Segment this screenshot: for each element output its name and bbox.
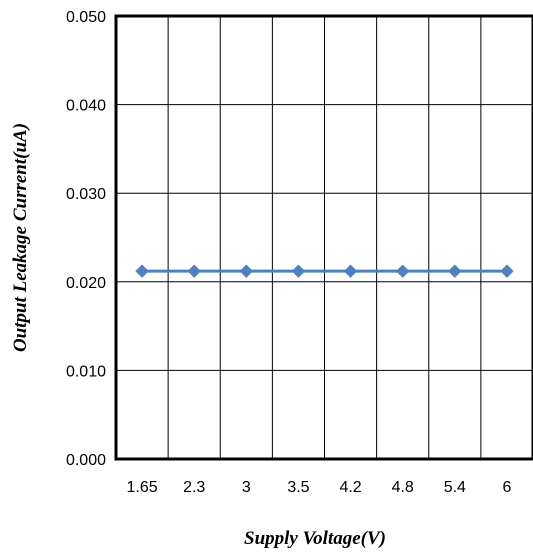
y-tick-label: 0.050 <box>66 9 106 26</box>
x-tick-label: 1.65 <box>126 479 157 496</box>
y-tick-label: 0.040 <box>66 98 106 115</box>
data-point-marker <box>187 264 201 278</box>
data-point-marker <box>448 264 462 278</box>
data-point-marker <box>395 264 410 278</box>
y-tick-label: 0.030 <box>66 186 106 203</box>
x-tick-label: 5.4 <box>444 479 466 496</box>
x-tick-label: 3.5 <box>287 479 309 496</box>
x-axis-tick-labels: 1.65 2.3 3 3.5 4.2 4.8 5.4 6 <box>126 479 511 496</box>
y-tick-label: 0.010 <box>66 363 106 380</box>
x-tick-label: 2.3 <box>183 479 205 496</box>
y-axis-title: Output Leakage Current(uA) <box>10 123 31 352</box>
x-tick-label: 4.8 <box>392 479 414 496</box>
y-axis-tick-labels: 0.000 0.010 0.020 0.030 0.040 0.050 <box>66 9 106 469</box>
data-point-marker <box>135 264 149 278</box>
data-point-marker <box>291 264 306 278</box>
x-axis-title: Supply Voltage(V) <box>244 528 386 549</box>
x-tick-label: 6 <box>502 479 511 496</box>
y-tick-label: 0.020 <box>66 275 106 292</box>
gridlines <box>116 15 533 460</box>
x-tick-label: 3 <box>242 479 251 496</box>
y-tick-label: 0.000 <box>66 452 106 469</box>
data-point-marker <box>239 264 254 278</box>
data-point-marker <box>500 264 514 278</box>
plot-area-frame <box>114 14 533 461</box>
data-point-marker <box>343 264 358 278</box>
series-layer <box>135 264 514 278</box>
x-tick-label: 4.2 <box>339 479 361 496</box>
